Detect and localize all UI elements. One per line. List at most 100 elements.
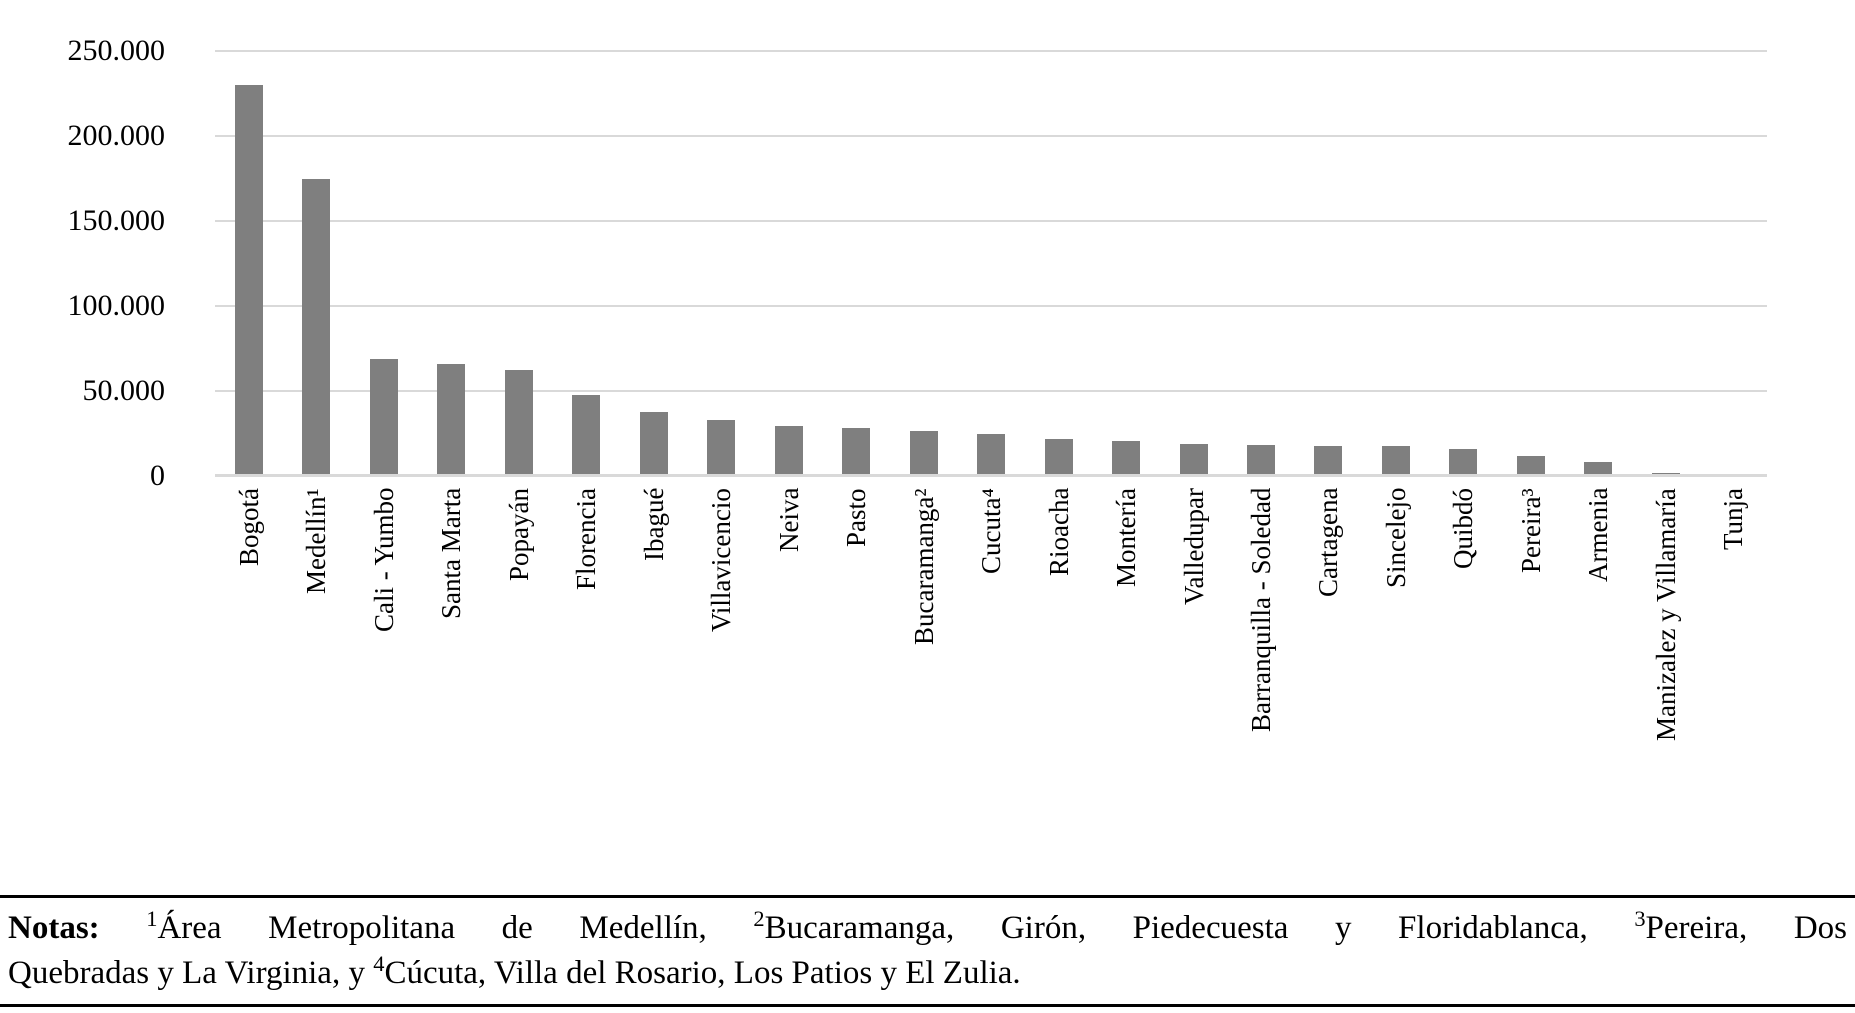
bar — [1584, 461, 1613, 476]
x-tick-label: Bucaramanga² — [908, 488, 939, 645]
bar-slot — [1497, 456, 1564, 476]
bar-slot — [1092, 441, 1159, 476]
bar — [1516, 456, 1545, 476]
bar — [437, 363, 466, 476]
bar-slot — [282, 178, 349, 476]
x-axis-labels: Bogotá Medellín¹ Cali - Yumbo Santa Marta Po… — [215, 488, 1767, 748]
bar — [842, 427, 871, 476]
x-tick-label: Medellín¹ — [301, 488, 332, 594]
notes-line: Notas: 1Área Metropolitana de Medellín, … — [8, 906, 1847, 951]
notes: Notas: 1Área Metropolitana de Medellín, … — [0, 895, 1855, 1007]
x-tick-cell: Medellín¹ — [282, 488, 349, 748]
notes-text: Área Metropolitana de Medellín, — [157, 910, 754, 946]
bar — [977, 433, 1006, 476]
x-tick-cell: Sincelejo — [1362, 488, 1429, 748]
bar — [1247, 444, 1275, 476]
x-axis-line — [215, 474, 1767, 477]
notes-superscript: 3 — [1634, 906, 1646, 931]
x-tick-label: Bogotá — [233, 488, 264, 566]
bar — [774, 425, 803, 476]
bar-slot — [1295, 446, 1362, 476]
bar-slot — [1227, 444, 1294, 476]
bar-slot — [957, 433, 1024, 476]
bar — [369, 358, 398, 476]
x-tick-label: Popayán — [503, 488, 534, 581]
x-tick-label: Santa Marta — [436, 488, 467, 620]
bar — [707, 419, 736, 476]
notes-line: Quebradas y La Virginia, y 4Cúcuta, Vill… — [8, 951, 1847, 996]
x-tick-label: Rioacha — [1043, 488, 1074, 577]
bar — [572, 395, 601, 476]
y-tick-label: 200.000 — [67, 119, 166, 152]
bar — [1112, 441, 1141, 476]
notes-label: Notas: — [8, 910, 100, 946]
notes-text: Bucaramanga, Girón, Piedecuesta y Florid… — [764, 910, 1635, 946]
x-tick-cell: Quibdó — [1430, 488, 1497, 748]
bars — [215, 51, 1767, 476]
x-tick-cell: Neiva — [755, 488, 822, 748]
bar-slot — [417, 363, 484, 476]
bar-slot — [1430, 448, 1497, 476]
gridline — [215, 220, 1767, 222]
bar — [909, 430, 938, 476]
bar-slot — [350, 358, 417, 476]
x-tick-label: Barranquilla - Soledad — [1246, 488, 1276, 733]
bar-slot — [755, 425, 822, 476]
x-tick-cell: Villavicencio — [687, 488, 754, 748]
bar — [1314, 446, 1343, 476]
y-tick-label: 0 — [150, 459, 165, 492]
x-tick-cell: Pereira³ — [1497, 488, 1564, 748]
notes-superscript: 2 — [753, 906, 765, 931]
x-tick-cell: Valledupar — [1160, 488, 1227, 748]
bar-slot — [687, 419, 754, 476]
x-tick-cell: Tunja — [1700, 488, 1767, 748]
bar-slot — [822, 427, 889, 476]
x-tick-label: Pereira³ — [1515, 488, 1546, 573]
y-tick-label: 250.000 — [67, 34, 166, 67]
x-tick-label: Quibdó — [1448, 488, 1479, 569]
bar-slot — [1565, 461, 1632, 476]
bar — [504, 369, 533, 476]
x-tick-cell: Pasto — [822, 488, 889, 748]
x-tick-label: Cali - Yumbo — [368, 488, 399, 633]
bar-slot — [890, 430, 957, 476]
x-tick-label: Ibagué — [638, 488, 669, 562]
notes-text: Quebradas y La Virginia, y — [8, 955, 374, 991]
plot-area — [215, 50, 1767, 477]
x-tick-label: Florencia — [571, 488, 602, 590]
notes-text: Pereira, Dos — [1645, 910, 1847, 946]
x-tick-cell: Manizalez y Villamaría — [1632, 488, 1699, 748]
x-tick-cell: Montería — [1092, 488, 1159, 748]
x-tick-cell: Cali - Yumbo — [350, 488, 417, 748]
y-tick-label: 150.000 — [67, 204, 166, 237]
x-tick-label: Tunja — [1718, 488, 1749, 551]
x-tick-cell: Cartagena — [1295, 488, 1362, 748]
bar — [639, 412, 668, 476]
notes-superscript: 1 — [146, 906, 158, 931]
x-tick-cell: Ibagué — [620, 488, 687, 748]
x-tick-cell: Santa Marta — [417, 488, 484, 748]
y-tick-label: 100.000 — [67, 289, 166, 322]
bar — [1381, 446, 1410, 476]
x-tick-cell: Popayán — [485, 488, 552, 748]
x-tick-cell: Armenia — [1565, 488, 1632, 748]
x-tick-label: Pasto — [841, 488, 872, 547]
x-tick-label: Montería — [1111, 488, 1142, 587]
x-tick-label: Cartagena — [1313, 488, 1344, 598]
bar — [1449, 448, 1478, 476]
y-tick-label: 50.000 — [82, 374, 166, 407]
bar-slot — [1160, 443, 1227, 476]
x-tick-label: Villavicencio — [706, 488, 737, 632]
notes-text — [100, 910, 147, 946]
x-tick-cell: Bucaramanga² — [890, 488, 957, 748]
x-tick-label: Cucuta⁴ — [976, 488, 1007, 574]
bar-slot — [620, 412, 687, 476]
x-tick-cell: Barranquilla - Soledad — [1227, 488, 1294, 748]
bar-slot — [552, 395, 619, 476]
bar — [1179, 443, 1208, 476]
x-tick-cell: Bogotá — [215, 488, 282, 748]
gridline — [215, 390, 1767, 392]
x-tick-label: Neiva — [773, 488, 804, 553]
y-axis: 0 50.000 100.000 150.000 200.000 250.000 — [0, 0, 166, 520]
